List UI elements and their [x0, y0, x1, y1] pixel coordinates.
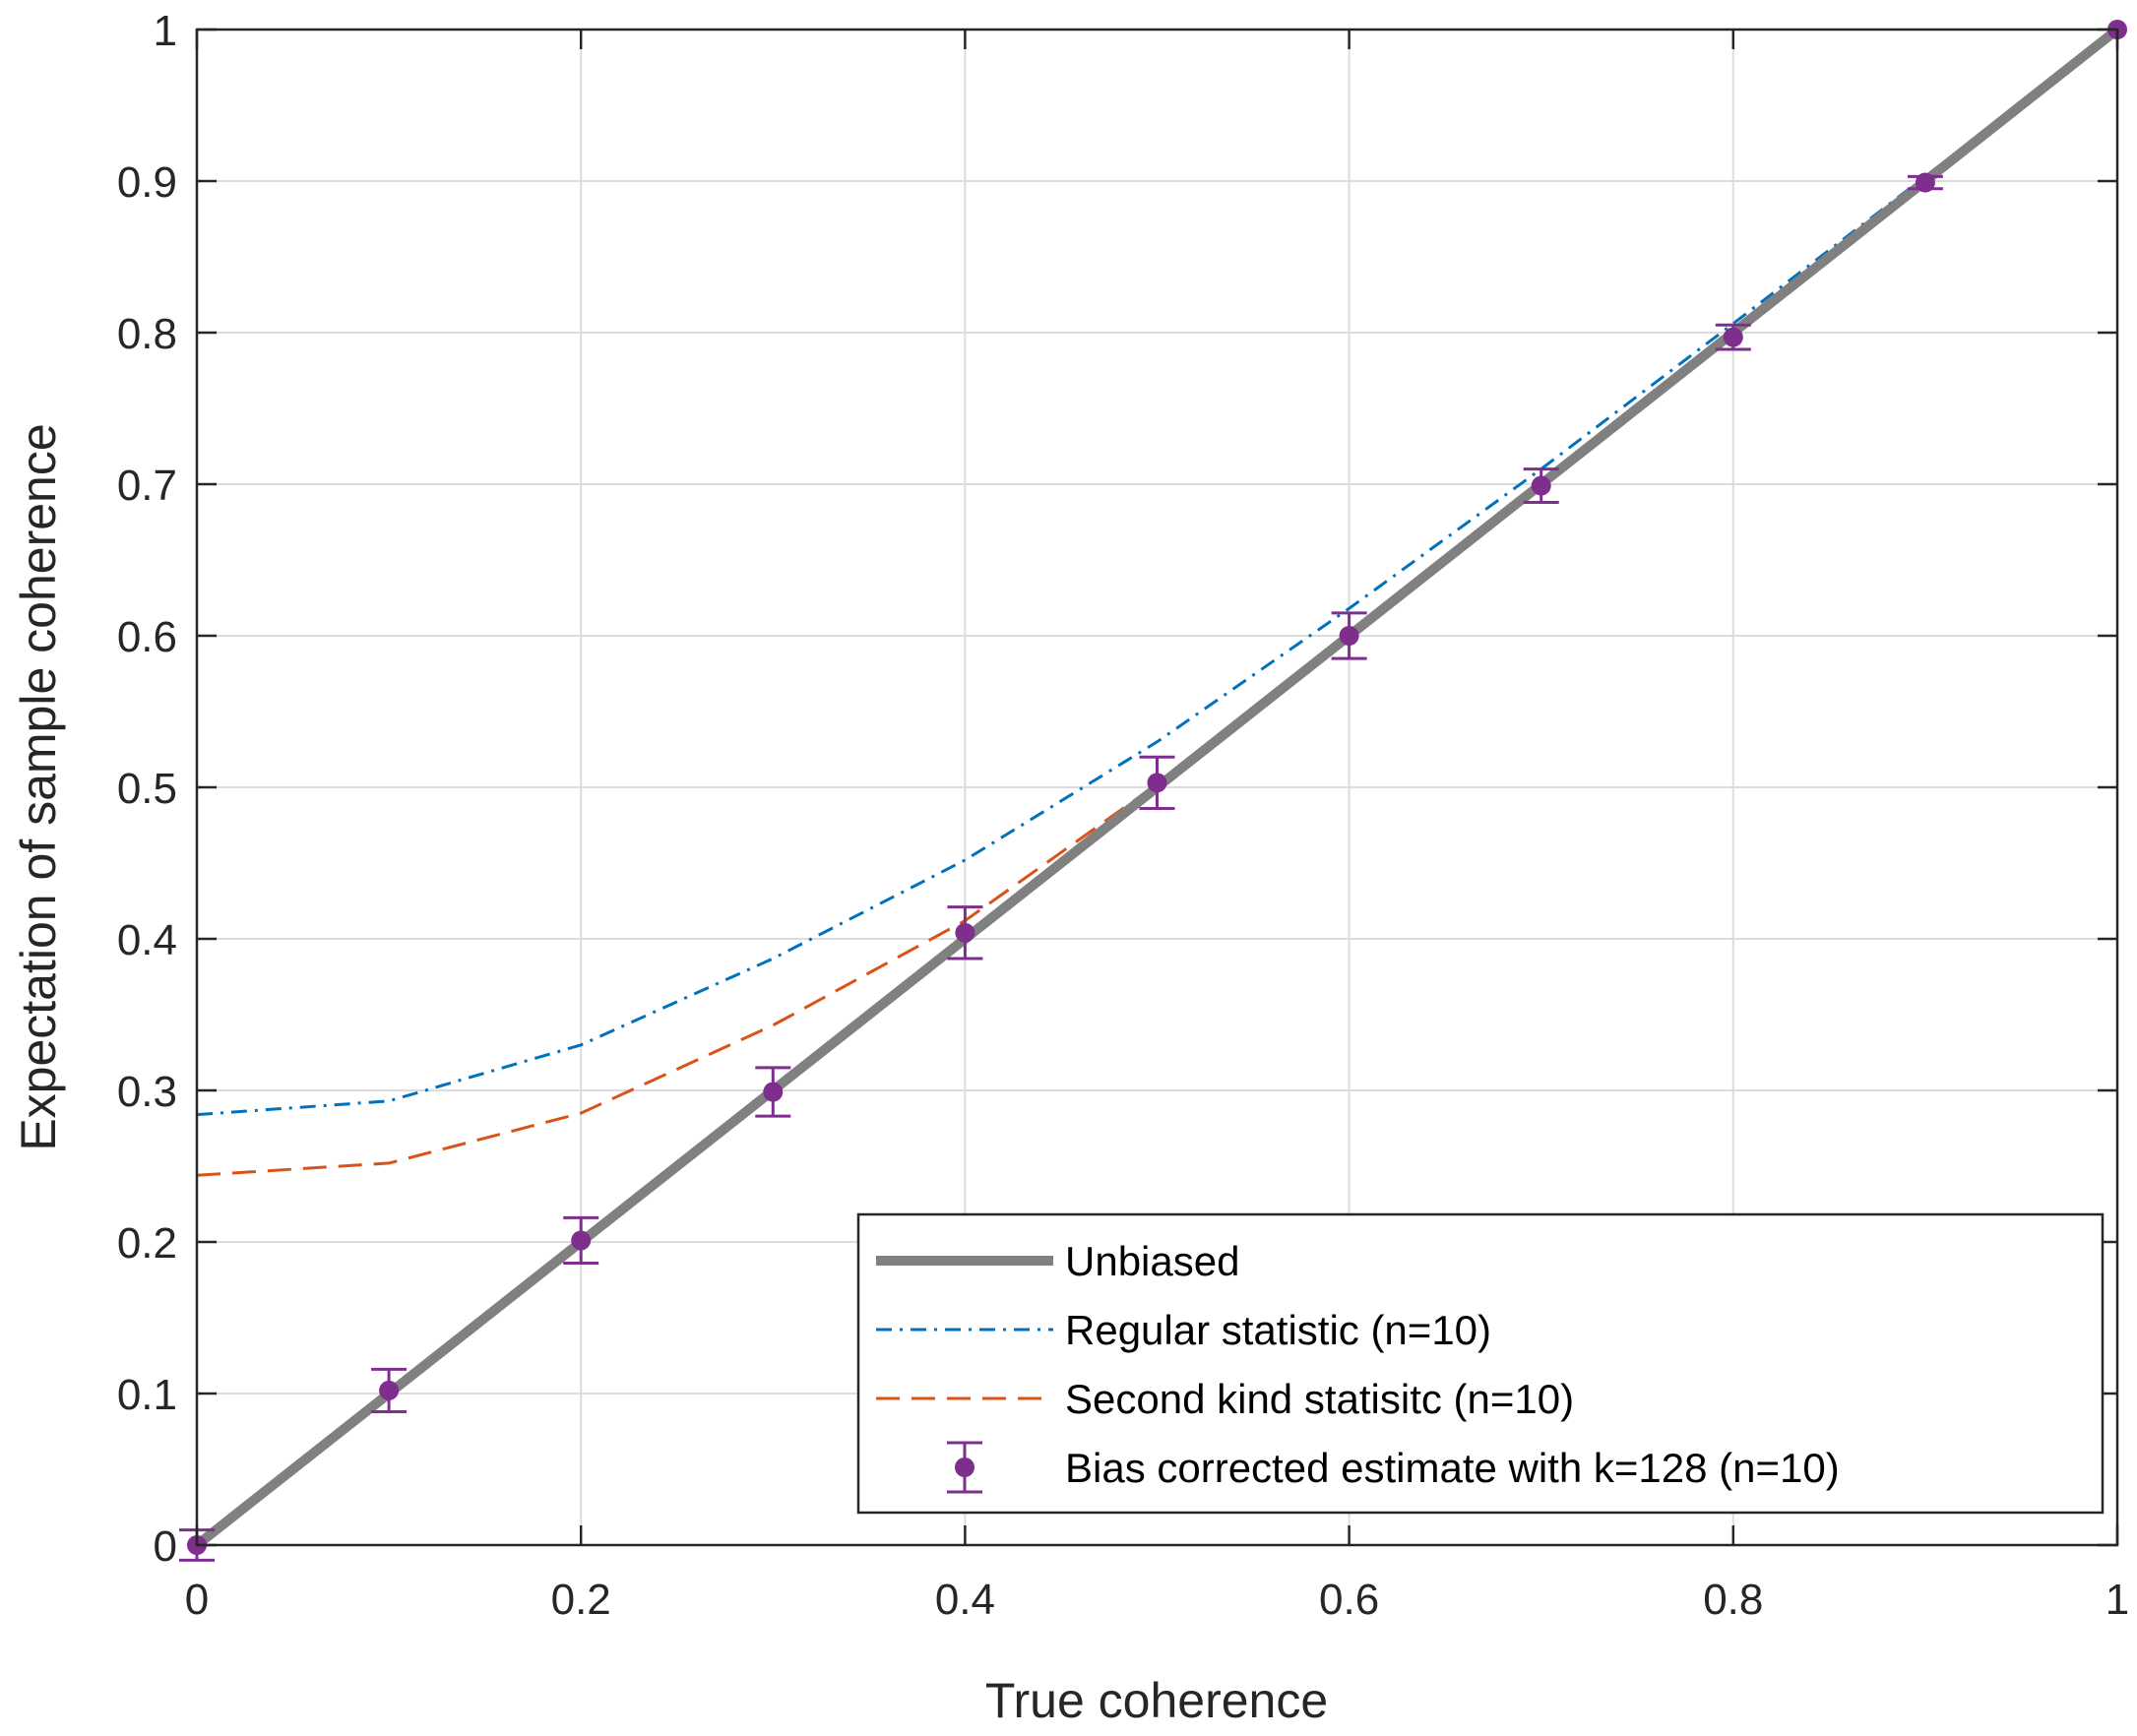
- y-tick-label: 0.2: [117, 1219, 177, 1268]
- series-layer: [179, 20, 2127, 1562]
- data-point-bias-corrected: [1915, 172, 1935, 193]
- legend-label-regular: Regular statistic (n=10): [1065, 1307, 1491, 1353]
- y-tick-label: 0.3: [117, 1068, 177, 1116]
- y-tick-label: 0.8: [117, 310, 177, 358]
- legend-label-bias-corrected: Bias corrected estimate with k=128 (n=10…: [1065, 1445, 1840, 1491]
- legend: Unbiased Regular statistic (n=10) Second…: [856, 1212, 2105, 1515]
- y-tick-label: 0.6: [117, 613, 177, 661]
- y-tick-label: 0.4: [117, 916, 177, 964]
- legend-box: [856, 1212, 2105, 1515]
- x-axis-title: True coherence: [985, 1673, 1328, 1728]
- x-tick-label: 0.6: [1319, 1576, 1379, 1624]
- x-tick-label: 1: [2106, 1576, 2129, 1624]
- legend-label-second-kind: Second kind statisitc (n=10): [1065, 1376, 1574, 1422]
- x-tick-label: 0.8: [1703, 1576, 1763, 1624]
- data-point-bias-corrected: [763, 1082, 784, 1102]
- y-tick-label: 0.1: [117, 1371, 177, 1419]
- legend-swatch-marker: [955, 1457, 974, 1477]
- x-tick-label: 0: [185, 1576, 209, 1624]
- data-point-bias-corrected: [1723, 327, 1743, 347]
- legend-label-unbiased: Unbiased: [1065, 1238, 1239, 1284]
- data-point-bias-corrected: [1147, 773, 1167, 793]
- y-axis-title: Expectation of sample coherence: [11, 423, 66, 1150]
- data-point-bias-corrected: [955, 922, 975, 943]
- axis-ticks: 0 0.2 0.4 0.6 0.8 1 0 0.1 0.2 0.3 0.4 0.5 0.6 0.7 0.8 0…: [117, 7, 2129, 1624]
- data-point-bias-corrected: [1339, 626, 1359, 646]
- y-tick-label: 1: [154, 7, 177, 55]
- x-tick-label: 0.2: [551, 1576, 611, 1624]
- data-point-bias-corrected: [571, 1230, 592, 1251]
- y-tick-label: 0.7: [117, 462, 177, 510]
- y-tick-label: 0.5: [117, 765, 177, 813]
- grid: [197, 30, 2117, 1545]
- series-line-regular-statistic: [196, 28, 2118, 1117]
- y-tick-label: 0: [154, 1522, 177, 1571]
- x-tick-label: 0.4: [935, 1576, 995, 1624]
- data-point-bias-corrected: [379, 1380, 400, 1400]
- data-point-bias-corrected: [1531, 475, 1551, 496]
- y-tick-label: 0.9: [117, 158, 177, 207]
- series-line-second-kind-statistic: [196, 28, 2118, 1177]
